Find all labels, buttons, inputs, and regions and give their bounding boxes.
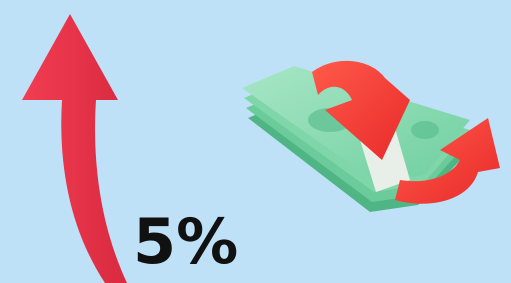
percent-label: 5% xyxy=(133,205,238,278)
illustration: 5% xyxy=(0,0,511,283)
page: 5% (() => { const data = JSON.parse(docu… xyxy=(0,0,511,283)
